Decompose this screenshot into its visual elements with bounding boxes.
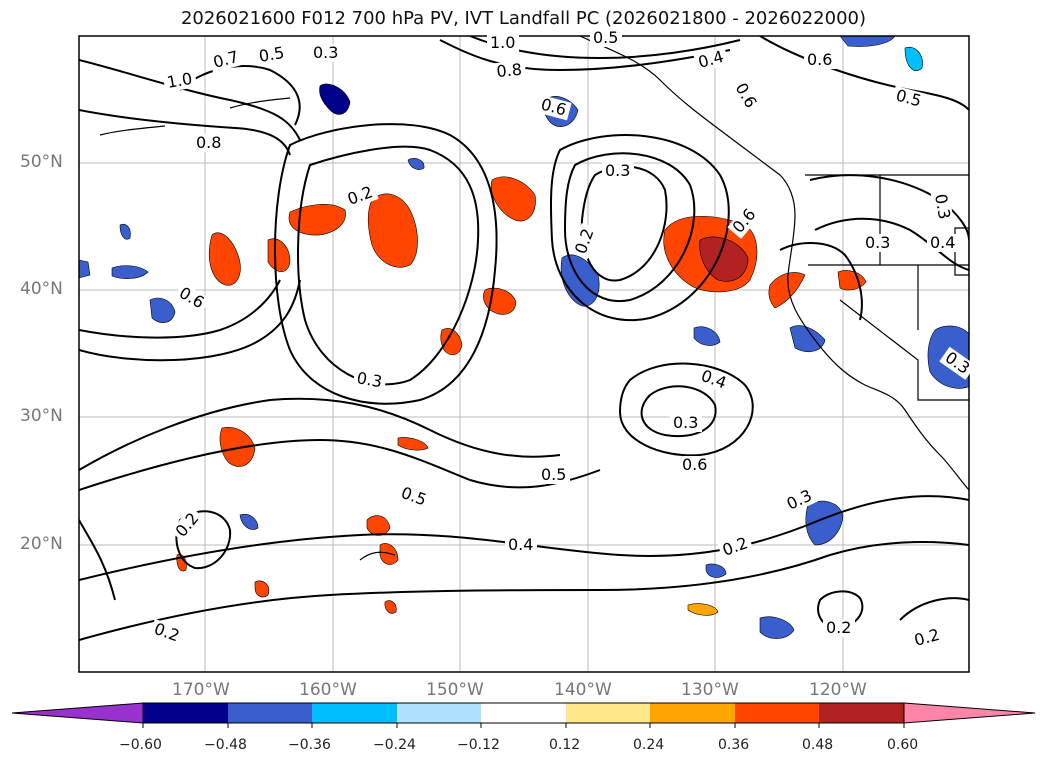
contour-label-bg bbox=[781, 485, 818, 515]
contour-label: 0.5 bbox=[541, 465, 566, 484]
contour-label: 0.6 bbox=[682, 455, 707, 474]
contour-label-bg bbox=[909, 624, 946, 651]
contour-label-bg bbox=[148, 618, 186, 647]
contour-label-bg bbox=[602, 162, 634, 180]
contour-label-bg bbox=[173, 282, 211, 314]
colorbar-ticks bbox=[142, 723, 905, 728]
colorbar-bin bbox=[566, 703, 650, 723]
contour-label-bg bbox=[254, 43, 290, 67]
contour-label: 1.0 bbox=[165, 69, 193, 92]
contour-label-bg bbox=[208, 46, 245, 73]
contour-label: 0.5 bbox=[257, 43, 285, 66]
contour-label: 0.7 bbox=[211, 47, 241, 72]
lon-tick-label: 130°W bbox=[681, 680, 739, 700]
contour-label-bg bbox=[927, 234, 959, 252]
colorbar-tick-label: 0.12 bbox=[549, 737, 581, 753]
colorbar-tick-label: −0.60 bbox=[119, 737, 162, 753]
contour-label-bg bbox=[310, 44, 342, 62]
colorbar-tick-label: 0.60 bbox=[887, 737, 919, 753]
lat-tick-label: 50°N bbox=[20, 152, 63, 172]
colorbar-tick-label: −0.48 bbox=[204, 737, 247, 753]
positive-pc-patches bbox=[176, 176, 867, 616]
contour-label: 0.4 bbox=[930, 233, 955, 252]
colorbar-extend-min bbox=[11, 702, 144, 724]
contour-label-bg bbox=[162, 69, 198, 93]
lat-tick-label: 40°N bbox=[20, 279, 63, 299]
contour-label-bg bbox=[170, 506, 205, 543]
contour-label: 0.2 bbox=[912, 625, 942, 650]
contour-label-bg bbox=[352, 368, 387, 392]
colorbar-bin bbox=[735, 703, 819, 723]
colorbar-tick-label: 0.36 bbox=[718, 737, 750, 753]
colorbar-bin bbox=[650, 703, 735, 723]
lat-tick-label: 20°N bbox=[20, 534, 63, 554]
negative-pc-patches bbox=[79, 36, 969, 639]
lon-tick-label: 160°W bbox=[299, 680, 357, 700]
colorbar-tick-label: 0.24 bbox=[633, 737, 665, 753]
contour-label-bg bbox=[730, 77, 762, 115]
coastlines bbox=[99, 36, 969, 561]
contour-label-bg bbox=[891, 85, 927, 112]
contour-label-bg bbox=[679, 456, 711, 474]
colorbar-tick-label: −0.36 bbox=[288, 737, 331, 753]
map-title: 2026021600 F012 700 hPa PV, IVT Landfall… bbox=[180, 8, 867, 29]
contour-label: 0.2 bbox=[826, 618, 851, 637]
colorbar-bin bbox=[819, 703, 904, 723]
contour-label: 0.6 bbox=[807, 50, 832, 69]
contour-label: 1.0 bbox=[490, 33, 515, 52]
contour-label: 0.5 bbox=[593, 28, 618, 47]
contour-label-bg bbox=[695, 365, 733, 394]
contour-label-bg bbox=[717, 532, 754, 561]
contour-label: 0.3 bbox=[931, 192, 954, 220]
contour-label-bg bbox=[193, 134, 225, 152]
colorbar-tick-label: −0.12 bbox=[457, 737, 500, 753]
contour-label-bg bbox=[395, 482, 433, 511]
lon-tick-label: 150°W bbox=[426, 680, 484, 700]
contour-label-bg bbox=[804, 51, 836, 69]
colorbar-bin bbox=[228, 703, 312, 723]
map-frame bbox=[78, 35, 970, 673]
contour-label-bg bbox=[727, 202, 762, 239]
contour-label: 0.4 bbox=[696, 47, 726, 72]
colorbar bbox=[11, 702, 1036, 728]
contour-label-bg bbox=[930, 189, 954, 225]
colorbar-bin bbox=[397, 703, 481, 723]
contour-label-bg bbox=[487, 34, 519, 52]
colorbar-bin bbox=[143, 703, 228, 723]
contour-label-bg bbox=[670, 414, 702, 432]
contour-label-bg bbox=[939, 346, 976, 380]
contour-label-bg bbox=[505, 536, 537, 554]
contour-label: 0.3 bbox=[865, 233, 890, 252]
colorbar-tick-label: 0.48 bbox=[802, 737, 834, 753]
colorbar-bin bbox=[481, 703, 566, 723]
contour-label: 0.4 bbox=[508, 535, 533, 554]
lon-tick-label: 140°W bbox=[554, 680, 612, 700]
contour-label-bg bbox=[693, 46, 730, 73]
colorbar-extend-max bbox=[903, 702, 1036, 724]
contour-label: 0.8 bbox=[496, 60, 523, 81]
contour-label-bg bbox=[492, 60, 527, 82]
contour-labels: 1.00.7 0.5 0.31.00.80.60.40.50.60.60.50.80… bbox=[148, 28, 976, 651]
lat-tick-label: 30°N bbox=[20, 406, 63, 426]
contour-label: 0.5 bbox=[894, 86, 924, 111]
contour-label-bg bbox=[538, 466, 570, 484]
contour-label-bg bbox=[536, 94, 572, 121]
contour-label-bg bbox=[862, 234, 894, 252]
contour-label: 0.3 bbox=[605, 161, 630, 180]
contour-label: 0.3 bbox=[673, 413, 698, 432]
contour-label-bg bbox=[823, 619, 855, 637]
colorbar-tick-label: −0.24 bbox=[373, 737, 416, 753]
contour-label-bg bbox=[590, 29, 622, 47]
contour-label: 0.8 bbox=[196, 133, 221, 152]
lon-tick-label: 170°W bbox=[172, 680, 230, 700]
lon-tick-label: 120°W bbox=[809, 680, 867, 700]
contour-label-bg bbox=[342, 181, 379, 210]
contour-label: 0.3 bbox=[355, 368, 383, 391]
lon-gridlines bbox=[204, 36, 844, 672]
colorbar-frame bbox=[142, 702, 905, 724]
contour-label-bg bbox=[570, 222, 599, 260]
colorbar-bin bbox=[312, 703, 397, 723]
contour-label: 0.3 bbox=[313, 43, 338, 62]
